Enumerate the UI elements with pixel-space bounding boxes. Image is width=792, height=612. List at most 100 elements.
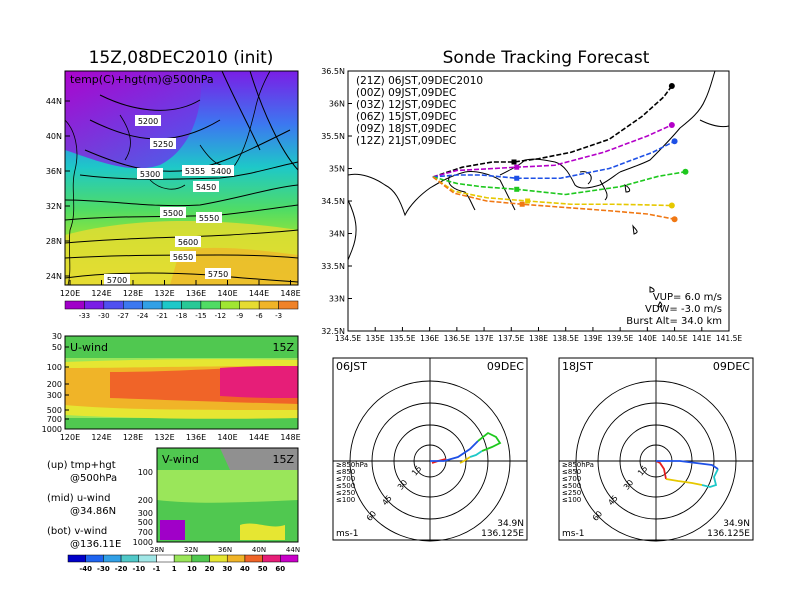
track-end-point — [671, 216, 678, 223]
hodo-time: 18JST — [562, 360, 593, 373]
hodo-date: 09DEC — [713, 360, 750, 373]
colorbar-swatch — [181, 300, 202, 310]
hodo-date: 09DEC — [487, 360, 524, 373]
wind-colorbar-label: -30 — [97, 565, 110, 573]
hodo-lat: 34.9N — [497, 519, 524, 529]
wind-colorbar-swatch — [280, 554, 299, 563]
level-tick-label: 700 — [47, 415, 62, 424]
u-wind-title: U-wind — [70, 341, 108, 354]
hodo-legend-item: ≤500 — [336, 482, 355, 490]
wind-colorbar-label: 1 — [172, 565, 177, 573]
lon-tick-label: 128E — [123, 289, 143, 298]
lon-tick-label: 140E — [638, 334, 657, 343]
launch-legend-item: (09Z) 18JST,09DEC — [356, 123, 456, 135]
level-tick-label: 100 — [47, 363, 62, 372]
lat-tick-label: 40N — [46, 132, 62, 141]
colorbar-label: -6 — [256, 312, 264, 320]
track-end-point — [682, 168, 689, 175]
wind-colorbar-label: -10 — [132, 565, 145, 573]
wind-colorbar-label: 20 — [205, 565, 215, 573]
hodo-legend-item: ≥850hPa — [562, 461, 594, 469]
upper-map-caption: temp(C)+hgt(m)@500hPa — [70, 73, 214, 86]
hodo-lat: 34.9N — [723, 519, 750, 529]
colorbar-swatch — [258, 300, 279, 310]
wind-colorbar-swatch — [103, 554, 122, 563]
svg-text:@500hPa: @500hPa — [70, 473, 117, 484]
lat-tick-label: 36N — [218, 546, 232, 554]
lon-tick-label: 137.5E — [498, 334, 524, 343]
lon-tick-label: 128E — [123, 433, 143, 442]
lon-tick-label: 124E — [91, 433, 111, 442]
hodo-unit: ms-1 — [336, 529, 358, 539]
svg-text:5750: 5750 — [208, 270, 228, 279]
colorbar-swatch — [220, 300, 240, 310]
hodo-legend-item: ≤100 — [336, 496, 355, 504]
lon-tick-label: 136E — [420, 334, 439, 343]
wind-colorbar-swatch — [209, 554, 228, 563]
lat-tick-label: 35N — [329, 165, 345, 174]
track-panel: Sonde Tracking Forecast (21Z) 06JST,09DE… — [321, 48, 742, 343]
lon-tick-label: 135.5E — [389, 334, 415, 343]
level-tick-label: 30 — [52, 332, 62, 341]
hodo-trace — [459, 456, 471, 464]
level-tick-label: 300 — [47, 391, 62, 400]
colorbar-label: -15 — [195, 312, 206, 320]
level-tick-label: 50 — [52, 343, 62, 352]
track-lon-axis: 134.5E 135E 135.5E 136E 136.5E 137E 137.5E 138E… — [335, 327, 742, 343]
hodo-trace — [701, 468, 719, 488]
track-marker — [514, 186, 520, 192]
level-tick-label: 200 — [47, 380, 62, 389]
wind-colorbar-label: -20 — [115, 565, 128, 573]
lon-tick-label: 132E — [154, 433, 174, 442]
track-params: VUP= 6.0 m/s VDW= -3.0 m/s Burst Alt= 34… — [626, 292, 722, 327]
v-wind-time: 15Z — [272, 453, 294, 466]
svg-text:(mid) u-wind: (mid) u-wind — [47, 493, 110, 504]
track-marker — [514, 175, 520, 181]
lon-tick-label: 137E — [475, 334, 494, 343]
level-tick-label: 1000 — [133, 538, 153, 547]
lon-tick-label: 148E — [280, 289, 300, 298]
wind-colorbar-swatch — [244, 554, 263, 563]
lon-tick-label: 134.5E — [335, 334, 361, 343]
hodo-lon: 136.125E — [707, 529, 750, 539]
colorbar-swatch — [200, 300, 221, 310]
hodo-lon: 136.125E — [481, 529, 524, 539]
wind-colorbar-label: -1 — [153, 565, 161, 573]
hodo-legend-item: ≤100 — [562, 496, 581, 504]
track-line — [432, 124, 673, 178]
colorbar-label: -33 — [79, 312, 90, 320]
hodo-trace — [430, 440, 479, 462]
wind-colorbar-label: 60 — [275, 565, 285, 573]
hodo-legend-item: ≤250 — [336, 489, 355, 497]
track-line — [432, 170, 686, 196]
lon-tick-label: 144E — [249, 289, 269, 298]
lat-tick-label: 28N — [46, 237, 62, 246]
track-end-point — [671, 138, 678, 145]
wind-colorbar-swatch — [85, 554, 104, 563]
lat-tick-label: 33.5N — [321, 262, 345, 271]
track-lat-axis: 36.5N 36N 35.5N 35N 34.5N 34N 33.5N 33N 32.5N — [321, 67, 352, 336]
lat-tick-label: 33N — [329, 295, 345, 304]
hodo-trace — [469, 450, 483, 458]
lon-tick-label: 135E — [366, 334, 385, 343]
level-tick-label: 1000 — [42, 425, 62, 434]
lat-tick-label: 36N — [329, 100, 345, 109]
launch-legend-item: (21Z) 06JST,09DEC2010 — [356, 75, 483, 87]
hodo-unit: ms-1 — [562, 529, 584, 539]
lon-tick-label: 140E — [217, 433, 237, 442]
lon-tick-label: 120E — [60, 289, 80, 298]
hodo-legend-item: ≤700 — [336, 475, 355, 483]
colorbar-label: -12 — [215, 312, 226, 320]
track-coastline — [348, 71, 729, 308]
upper-map: 15Z,08DEC2010 (init) — [46, 48, 301, 320]
colorbar-label: -3 — [275, 312, 282, 320]
wind-colorbar-swatch — [67, 554, 86, 563]
wind-colorbar-swatch — [120, 554, 140, 563]
hodo-legend-item: ≤850 — [336, 468, 355, 476]
lat-tick-label: 40N — [252, 546, 266, 554]
wind-colorbar-swatch — [191, 554, 210, 563]
track-line — [432, 176, 675, 220]
svg-text:VUP= 6.0 m/s: VUP= 6.0 m/s — [653, 292, 722, 303]
